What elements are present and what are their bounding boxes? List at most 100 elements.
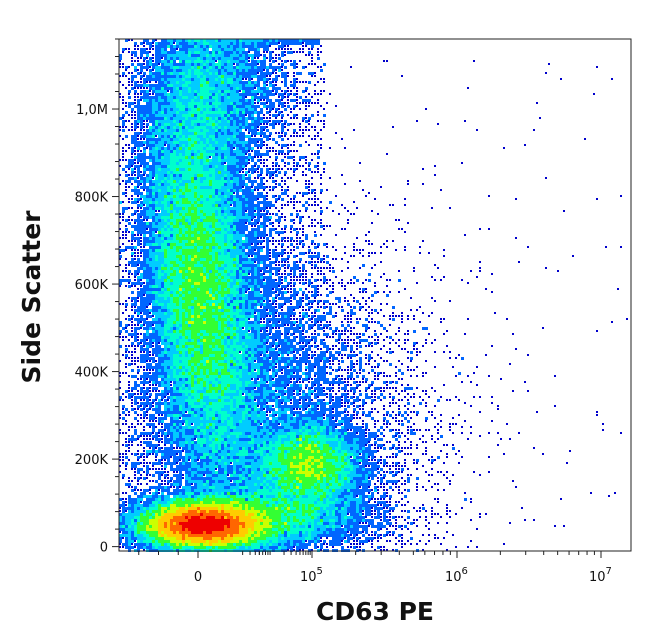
density-dot: [191, 204, 194, 207]
density-dot: [287, 45, 289, 47]
density-dot: [317, 285, 319, 287]
density-dot: [281, 231, 284, 234]
density-dot: [212, 51, 215, 54]
density-dot: [152, 69, 154, 71]
density-dot: [155, 108, 158, 111]
density-dot: [233, 165, 236, 168]
density-dot: [272, 162, 274, 164]
density-dot: [206, 285, 209, 288]
density-dot: [260, 132, 263, 135]
density-dot: [131, 141, 134, 144]
density-dot: [215, 108, 218, 111]
density-dot: [245, 126, 248, 129]
density-dot: [245, 99, 248, 102]
density-dot: [215, 216, 218, 219]
density-dot: [386, 246, 388, 248]
density-dot: [323, 282, 325, 284]
density-dot: [188, 234, 191, 237]
density-dot: [224, 213, 227, 216]
density-dot: [164, 114, 167, 117]
density-dot: [269, 81, 272, 84]
density-dot: [179, 264, 182, 267]
density-dot: [299, 243, 301, 245]
density-dot: [140, 132, 142, 134]
density-dot: [218, 234, 221, 237]
density-dot: [227, 39, 230, 42]
density-dot: [221, 192, 224, 195]
density-dot: [248, 141, 251, 144]
density-dot: [167, 114, 170, 117]
density-dot: [596, 66, 598, 68]
density-dot: [263, 282, 266, 285]
density-dot: [203, 273, 206, 276]
density-dot: [230, 258, 233, 261]
density-dot: [164, 171, 167, 174]
density-dot: [167, 276, 170, 279]
density-dot: [119, 135, 121, 137]
density-dot: [293, 291, 296, 294]
density-dot: [245, 246, 248, 249]
density-dot: [476, 276, 478, 278]
density-dot: [248, 42, 251, 45]
density-dot: [263, 159, 265, 161]
density-dot: [203, 285, 206, 288]
density-dot: [188, 72, 191, 75]
density-dot: [335, 258, 337, 260]
density-dot: [245, 168, 247, 170]
density-dot: [167, 90, 169, 92]
density-dot: [188, 135, 191, 138]
density-dot: [311, 240, 314, 243]
density-dot: [281, 90, 283, 92]
density-dot: [290, 285, 292, 287]
density-dot: [125, 150, 127, 152]
density-dot: [191, 150, 194, 153]
density-dot: [236, 243, 239, 246]
density-dot: [134, 54, 137, 57]
density-dot: [254, 57, 256, 59]
density-dot: [164, 201, 167, 204]
density-dot: [266, 129, 269, 132]
density-dot: [194, 177, 197, 180]
density-dot: [143, 108, 146, 111]
density-dot: [131, 174, 133, 176]
density-dot: [224, 165, 227, 168]
density-dot: [197, 132, 200, 135]
density-dot: [254, 54, 257, 57]
density-dot: [218, 171, 221, 174]
density-dot: [170, 87, 173, 90]
density-dot: [167, 72, 170, 75]
density-dot: [197, 222, 200, 225]
density-dot: [119, 252, 121, 254]
density-dot: [281, 93, 284, 96]
density-dot: [284, 219, 286, 221]
density-dot: [134, 252, 136, 254]
density-dot: [293, 150, 295, 152]
density-dot: [185, 126, 188, 129]
density-dot: [152, 207, 155, 210]
density-dot: [290, 213, 293, 216]
density-dot: [248, 222, 251, 225]
density-dot: [323, 168, 325, 170]
density-dot: [197, 111, 200, 114]
density-dot: [155, 270, 158, 273]
density-dot: [194, 198, 197, 201]
density-dot: [185, 177, 188, 180]
density-dot: [242, 216, 245, 219]
density-dot: [257, 288, 260, 291]
density-dot: [266, 45, 269, 48]
density-dot: [233, 219, 236, 222]
density-dot: [239, 282, 242, 285]
density-dot: [302, 99, 305, 102]
density-dot: [239, 216, 242, 219]
density-dot: [257, 147, 259, 149]
density-dot: [170, 96, 173, 99]
density-dot: [155, 261, 158, 264]
density-dot: [203, 81, 206, 84]
density-dot: [125, 183, 127, 185]
density-dot: [320, 144, 322, 146]
density-dot: [164, 246, 167, 249]
density-dot: [191, 168, 194, 171]
density-dot: [209, 258, 212, 261]
density-dot: [263, 78, 266, 81]
density-dot: [146, 90, 149, 93]
